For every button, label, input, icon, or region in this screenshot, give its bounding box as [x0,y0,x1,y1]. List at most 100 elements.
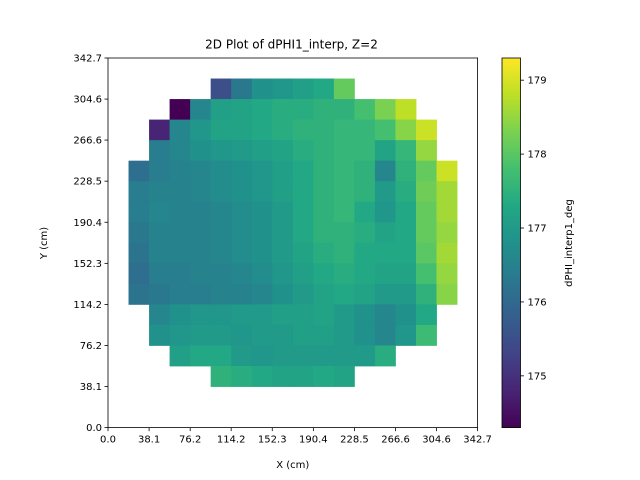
x-tick-label: 114.2 [217,435,246,446]
x-axis-label: X (cm) [276,460,309,471]
heatmap-cell [354,160,376,182]
heatmap-cell [416,140,437,162]
heatmap-cell [395,222,417,244]
heatmap-cell [354,242,376,264]
heatmap-cell [292,283,314,305]
heatmap-cell [231,201,253,223]
heatmap-cell [272,181,294,203]
colorbar [501,57,521,429]
heatmap-cell [210,345,232,367]
heatmap-cell [169,160,191,182]
heatmap-cell [333,140,355,162]
heatmap-cell [169,181,191,203]
heatmap-cell [272,304,294,326]
heatmap-cell [354,345,376,367]
heatmap-cell [313,304,335,326]
heatmap-cell [313,345,335,367]
heatmap-cell [395,160,417,182]
heatmap-cell [190,99,212,120]
colorbar-tick-label: 179 [528,76,547,87]
heatmap-cell [169,99,191,120]
heatmap-cell [190,283,212,305]
heatmap-cell [128,222,150,244]
heatmap-cell [149,160,170,182]
heatmap-cell [313,324,335,346]
heatmap-cell [354,140,376,162]
heatmap-cell [436,160,458,182]
heatmap-cell [436,283,458,305]
heatmap-cell [354,263,376,285]
heatmap-cell [149,283,170,305]
heatmap-cell [149,324,170,346]
heatmap-cell [210,304,232,326]
heatmap-cell [395,283,417,305]
colorbar-tick-label: 176 [528,297,547,308]
heatmap-cell [210,181,232,203]
heatmap-cell [169,222,191,244]
heatmap-cell [190,160,212,182]
heatmap-cell [416,324,437,346]
heatmap-cell [128,283,150,305]
heatmap-cell [374,222,396,244]
heatmap-cell [190,140,212,162]
heatmap-cell [251,304,273,326]
heatmap-cell [416,119,437,141]
heatmap-cell [313,222,335,244]
plot-frame [107,57,479,429]
heatmap-cell [292,242,314,264]
heatmap-cell [169,263,191,285]
heatmap-cell [292,99,314,120]
heatmap-cell [292,140,314,162]
x-tick-label: 266.6 [381,435,410,446]
y-axis-ticks: 0.0 38.1 76.2 114.2 152.3 190.4 228.5 266.6 304.… [73,54,108,434]
heatmap-cell [210,366,232,387]
heatmap-cell [149,181,170,203]
x-tick-label: 38.1 [138,435,160,446]
heatmap-cell [292,304,314,326]
heatmap-cell [313,99,335,120]
heatmap-cell [190,181,212,203]
heatmap-cell [231,283,253,305]
heatmap-cell [128,181,150,203]
heatmap-cell [333,304,355,326]
heatmap-cell [354,181,376,203]
heatmap-cell [210,160,232,182]
heatmap-cell [354,222,376,244]
heatmap-cell [292,324,314,346]
y-tick-label: 190.4 [73,218,102,229]
heatmap-cell [436,263,458,285]
x-axis-ticks: 0.0 38.1 76.2 114.2 152.3 190.4 228.5 266.6 304.… [100,427,492,446]
heatmap-cell [313,78,335,100]
y-tick-label: 0.0 [86,423,102,434]
heatmap-cell [169,324,191,346]
heatmap-cell [231,140,253,162]
heatmap-cell [272,324,294,346]
heatmap-cell [149,263,170,285]
heatmap-cell [231,181,253,203]
heatmap-cell [333,324,355,346]
heatmap-cell [231,345,253,367]
heatmap-cell [395,324,417,346]
heatmap-cell [354,304,376,326]
heatmap-cell [272,222,294,244]
x-tick-label: 76.2 [179,435,201,446]
colorbar-ticks: 175 176 177 178 179 [520,76,547,382]
heatmap-cell [333,160,355,182]
heatmap-cell [292,345,314,367]
x-tick-label: 342.7 [463,435,492,446]
heatmap-cell [354,283,376,305]
heatmap-cell [395,181,417,203]
heatmap-cell [292,366,314,387]
heatmap-cell [292,160,314,182]
heatmap-cell [395,263,417,285]
colorbar-tick-label: 177 [528,224,547,235]
heatmap-cell [292,201,314,223]
y-tick-label: 266.6 [73,136,102,147]
heatmap-cell [436,201,458,223]
heatmap-cell [128,263,150,285]
heatmap-cell [374,263,396,285]
heatmap-cell [272,263,294,285]
heatmap-cell [374,345,396,367]
heatmap-cell [190,222,212,244]
heatmap-cell [292,119,314,141]
